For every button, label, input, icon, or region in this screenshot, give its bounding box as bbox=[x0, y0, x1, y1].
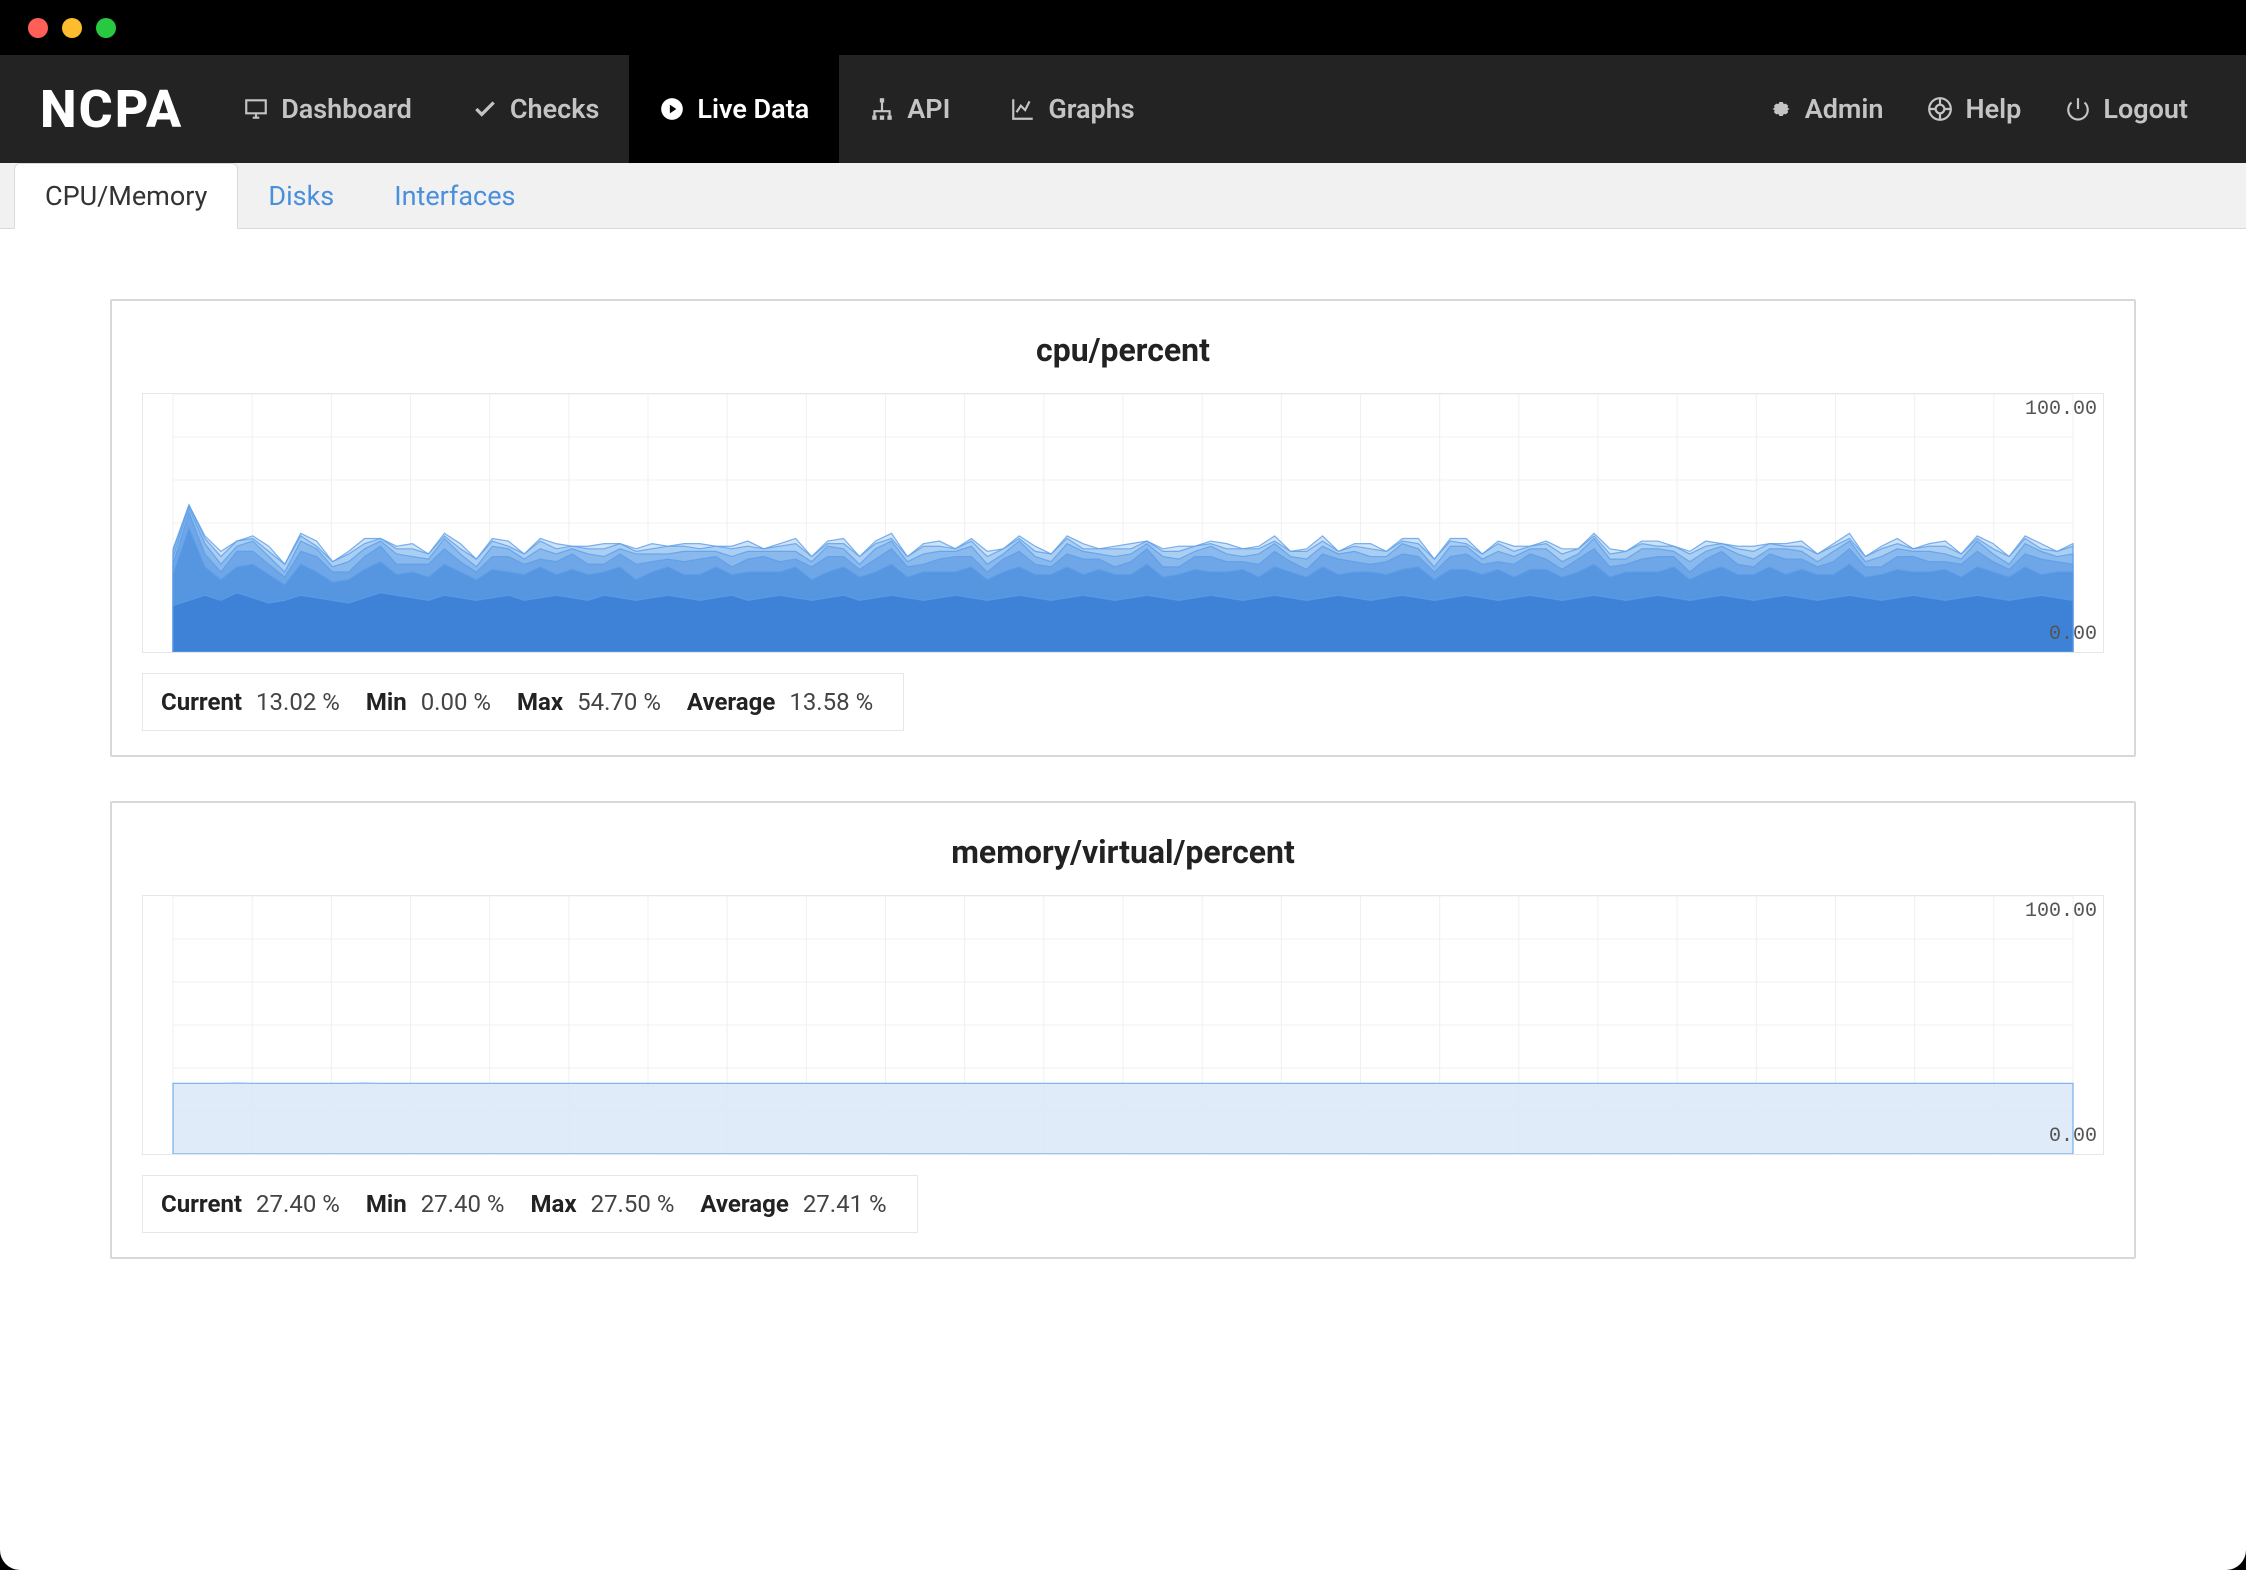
chart-panel-1: memory/virtual/percent 100.00 0.00 Current 2… bbox=[110, 801, 2136, 1259]
nav-item-items-dashboard[interactable]: Dashboard bbox=[213, 55, 442, 163]
window-titlebar bbox=[0, 0, 2246, 55]
nav-item-right-help[interactable]: Help bbox=[1905, 55, 2043, 163]
chart-icon bbox=[1010, 96, 1036, 122]
nav-item-label: API bbox=[907, 93, 950, 125]
stat-value-average: 27.41 % bbox=[803, 1190, 887, 1218]
subtab-label: CPU/Memory bbox=[45, 180, 207, 212]
nav-item-label: Dashboard bbox=[281, 93, 412, 125]
window-minimize-button[interactable] bbox=[62, 18, 82, 38]
subtabs: CPU/Memory Disks Interfaces bbox=[0, 163, 2246, 229]
play-icon bbox=[659, 96, 685, 122]
nav-item-label: Live Data bbox=[697, 93, 809, 125]
chart-title: memory/virtual/percent bbox=[142, 833, 2104, 871]
stat-value-max: 27.50 % bbox=[591, 1190, 675, 1218]
window-zoom-button[interactable] bbox=[96, 18, 116, 38]
monitor-icon bbox=[243, 96, 269, 122]
power-icon bbox=[2065, 96, 2091, 122]
sitemap-icon bbox=[869, 96, 895, 122]
subtab-label: Interfaces bbox=[394, 180, 515, 212]
nav-item-label: Checks bbox=[510, 93, 599, 125]
nav-right: Admin Help Logout bbox=[1745, 55, 2210, 163]
chart-svg bbox=[143, 896, 2103, 1154]
panels: cpu/percent 100.00 0.00 Current 13.02 % Min 0.… bbox=[0, 229, 2246, 1279]
nav-item-label: Admin bbox=[1805, 93, 1884, 125]
chart-title: cpu/percent bbox=[142, 331, 2104, 369]
main-navbar: NCPA Dashboard Checks Live Data API Graphs A… bbox=[0, 55, 2246, 163]
subtab-label: Disks bbox=[268, 180, 334, 212]
app-window: NCPA Dashboard Checks Live Data API Graphs A… bbox=[0, 0, 2246, 1570]
stat-label-average: Average bbox=[687, 688, 775, 716]
stat-value-min: 0.00 % bbox=[421, 688, 491, 716]
stat-value-current: 27.40 % bbox=[256, 1190, 340, 1218]
stat-value-average: 13.58 % bbox=[789, 688, 873, 716]
nav-item-label: Help bbox=[1965, 93, 2021, 125]
nav-item-items-graphs[interactable]: Graphs bbox=[980, 55, 1164, 163]
chart-svg bbox=[143, 394, 2103, 652]
nav-item-label: Logout bbox=[2103, 93, 2188, 125]
stat-value-min: 27.40 % bbox=[421, 1190, 505, 1218]
nav-item-right-admin[interactable]: Admin bbox=[1745, 55, 1906, 163]
life-icon bbox=[1927, 96, 1953, 122]
stat-label-current: Current bbox=[161, 1190, 242, 1218]
chart-frame: 100.00 0.00 bbox=[142, 393, 2104, 653]
chart-panel-0: cpu/percent 100.00 0.00 Current 13.02 % Min 0.… bbox=[110, 299, 2136, 757]
nav-item-items-live-data[interactable]: Live Data bbox=[629, 55, 839, 163]
subtab-interfaces[interactable]: Interfaces bbox=[364, 163, 545, 228]
stat-label-min: Min bbox=[366, 1190, 407, 1218]
nav-items: Dashboard Checks Live Data API Graphs bbox=[213, 55, 1164, 163]
stat-value-current: 13.02 % bbox=[256, 688, 340, 716]
content-area: CPU/Memory Disks Interfaces cpu/percent 100… bbox=[0, 163, 2246, 1570]
brand-text: NCPA bbox=[40, 79, 183, 140]
nav-item-label: Graphs bbox=[1048, 93, 1134, 125]
y-axis-min-label: 0.00 bbox=[2049, 623, 2097, 646]
check-icon bbox=[472, 96, 498, 122]
nav-spacer bbox=[1165, 55, 1745, 163]
stat-label-current: Current bbox=[161, 688, 242, 716]
chart-stats: Current 27.40 % Min 27.40 % Max 27.50 % Averag… bbox=[142, 1175, 918, 1233]
y-axis-max-label: 100.00 bbox=[2025, 900, 2097, 923]
gear-icon bbox=[1767, 96, 1793, 122]
window-close-button[interactable] bbox=[28, 18, 48, 38]
subtab-cpu-memory[interactable]: CPU/Memory bbox=[14, 163, 238, 229]
chart-stats: Current 13.02 % Min 0.00 % Max 54.70 % Average… bbox=[142, 673, 904, 731]
stat-value-max: 54.70 % bbox=[577, 688, 661, 716]
y-axis-max-label: 100.00 bbox=[2025, 398, 2097, 421]
subtab-disks[interactable]: Disks bbox=[238, 163, 364, 228]
stat-label-min: Min bbox=[366, 688, 407, 716]
stat-label-max: Max bbox=[517, 688, 563, 716]
brand[interactable]: NCPA bbox=[30, 55, 213, 163]
chart-frame: 100.00 0.00 bbox=[142, 895, 2104, 1155]
y-axis-min-label: 0.00 bbox=[2049, 1125, 2097, 1148]
nav-item-items-checks[interactable]: Checks bbox=[442, 55, 629, 163]
stat-label-average: Average bbox=[700, 1190, 788, 1218]
stat-label-max: Max bbox=[531, 1190, 577, 1218]
nav-item-items-api[interactable]: API bbox=[839, 55, 980, 163]
nav-item-right-logout[interactable]: Logout bbox=[2043, 55, 2210, 163]
